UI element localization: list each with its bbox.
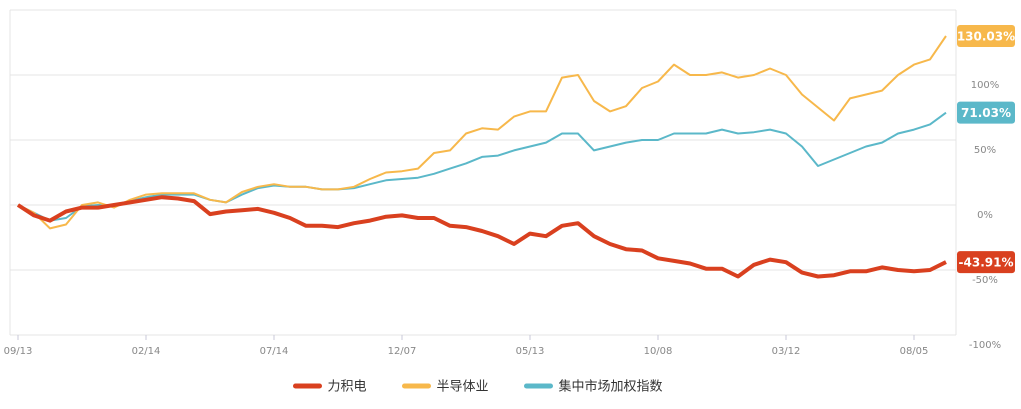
badge-bg xyxy=(957,24,1015,47)
badge-bg xyxy=(957,251,1015,274)
value-label: -43.91% xyxy=(959,256,1014,270)
legend-label: 力积电 xyxy=(328,380,367,395)
legend-label: 集中市场加权指数 xyxy=(559,379,663,395)
y-tick-label: 50% xyxy=(974,145,996,156)
end-badge: 71.03% xyxy=(957,101,1015,124)
y-tick-label: -100% xyxy=(969,340,1001,351)
legend-label: 半导体业 xyxy=(437,380,489,395)
x-tick-label: 08/05 xyxy=(900,346,929,357)
y-tick-label: 100% xyxy=(971,80,1000,91)
badge-bg xyxy=(957,101,1015,124)
y-tick-label: 0% xyxy=(977,210,993,221)
value-label: 130.03% xyxy=(957,29,1015,43)
end-badge: 130.03% xyxy=(957,24,1015,47)
series-line xyxy=(17,111,947,222)
x-tick-label: 12/07 xyxy=(388,346,417,357)
x-tick-label: 09/13 xyxy=(4,346,33,357)
end-badge: -43.91% xyxy=(957,251,1015,274)
x-tick-label: 10/08 xyxy=(644,346,673,357)
series-line xyxy=(17,35,947,230)
x-tick-label: 03/12 xyxy=(772,346,801,357)
x-tick-label: 02/14 xyxy=(132,346,161,357)
legend: 力积电 半导体业 集中市场加权指数 xyxy=(293,379,663,395)
value-label: 71.03% xyxy=(961,106,1011,120)
x-tick-label: 05/13 xyxy=(516,346,545,357)
y-tick-label: -50% xyxy=(972,275,998,286)
x-tick-label: 07/14 xyxy=(260,346,289,357)
series-line xyxy=(16,195,947,279)
